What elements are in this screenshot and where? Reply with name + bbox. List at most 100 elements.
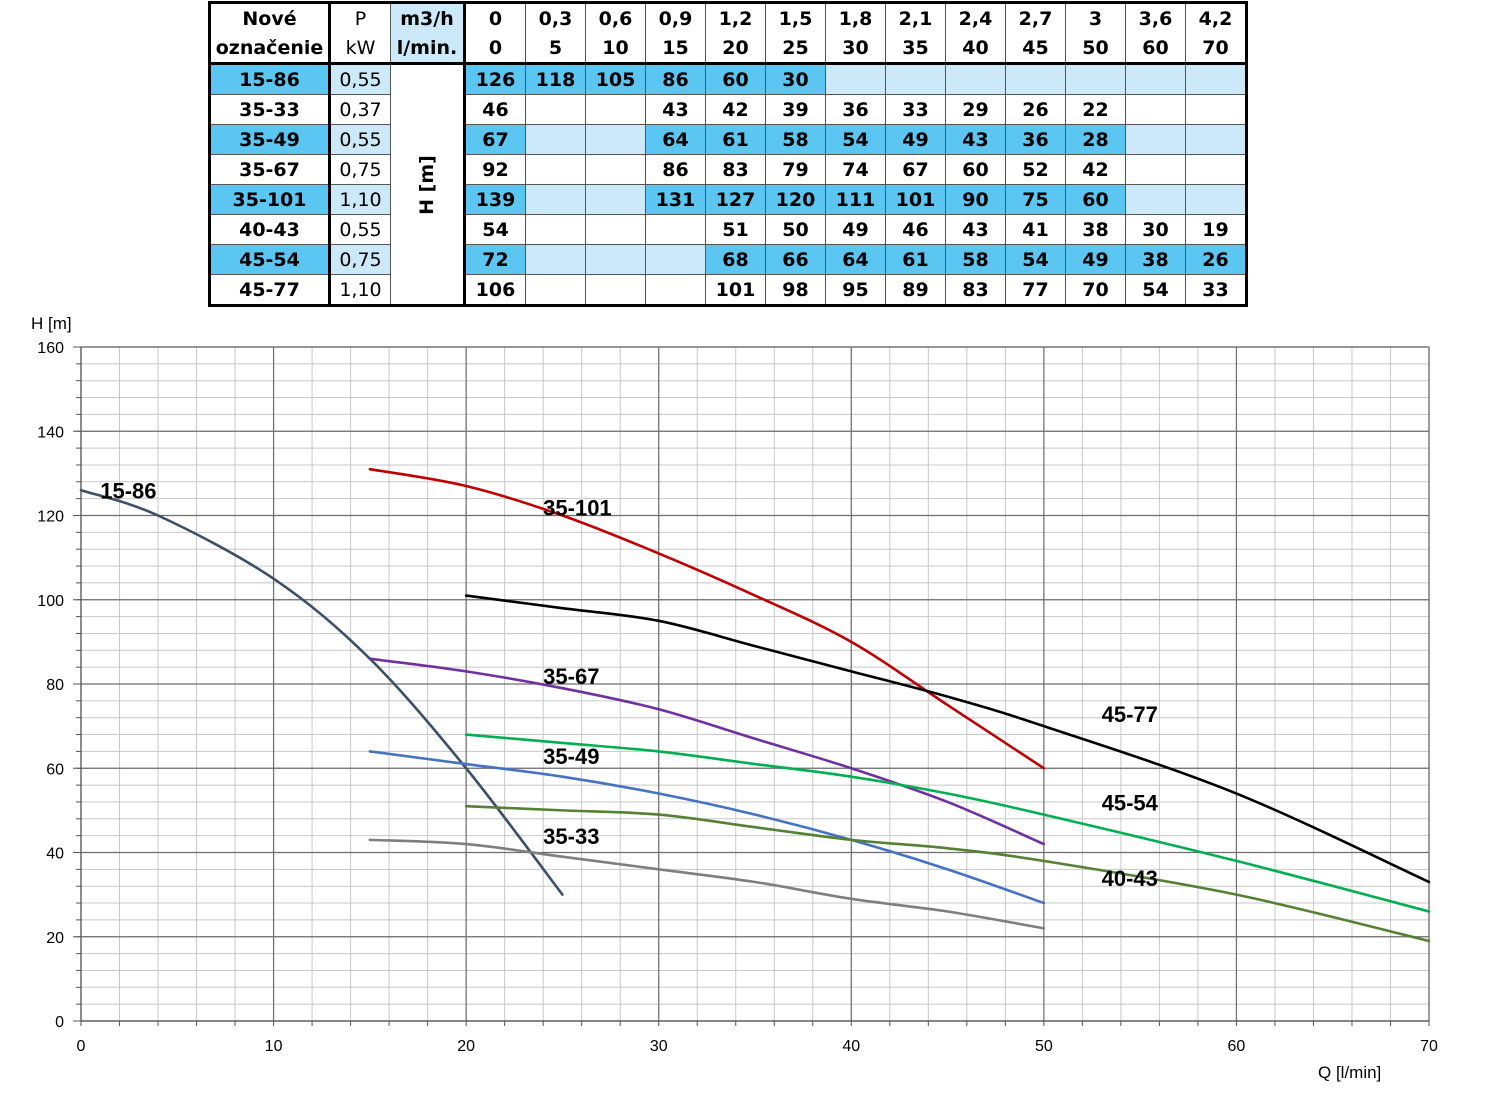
header-unit: m3/h [390,2,466,33]
head-value-cell [945,63,1006,95]
head-value-cell: 127 [705,184,766,215]
head-value-cell [585,274,646,306]
header-flow-cell: 15 [645,33,706,65]
head-value-cell [525,274,586,306]
head-value-cell: 33 [1185,274,1247,306]
head-value-cell: 64 [645,124,706,155]
head-value-cell: 139 [464,184,526,215]
series-line-35-101 [368,467,1046,770]
power-cell: 0,55 [329,124,391,155]
power-cell: 0,55 [329,63,391,95]
series-label-35-49: 35-49 [543,744,599,769]
series-label-45-54: 45-54 [1102,790,1159,815]
head-value-cell: 120 [765,184,826,215]
head-value-cell: 54 [1005,244,1066,275]
table-header-row: označenie kW l/min. 0 5 10 15 20 25 30 35 40 45 50 60 7… [209,33,1247,65]
model-cell: 15-86 [209,63,331,95]
header-flow-cell: 20 [705,33,766,65]
model-cell: 35-101 [209,184,331,215]
head-value-cell: 67 [464,124,526,155]
y-tick-label: 0 [55,1014,64,1031]
head-value-cell: 58 [945,244,1006,275]
table-row: 35-67 0,75 92 86 83 79 74 67 60 52 42 [209,154,1247,185]
x-tick-label: 30 [650,1038,668,1055]
head-value-cell: 60 [945,154,1006,185]
x-axis-label: Q [l/min] [1318,1063,1381,1082]
head-value-cell [585,154,646,185]
header-flow-cell: 70 [1185,33,1247,65]
x-tick-label: 70 [1420,1038,1438,1055]
series-labels: 15-86 35-101 35-67 35-49 35-33 45-77 45-54 40-4… [100,479,1158,892]
head-value-cell [585,214,646,245]
h-unit-cell: H [m] [390,63,466,306]
series-label-40-43: 40-43 [1102,866,1158,891]
head-value-cell: 33 [885,94,946,125]
header-flow-cell: 45 [1005,33,1066,65]
head-value-cell: 86 [645,63,706,95]
header-model: označenie [209,33,331,65]
head-value-cell: 77 [1005,274,1066,306]
header-flow-cell: 0,6 [585,2,646,33]
head-value-cell [585,184,646,215]
series-line-45-77 [464,594,1431,884]
head-value-cell [1125,63,1186,95]
table-row: 45-54 0,75 72 68 66 64 61 58 54 49 38 26 [209,244,1247,275]
head-value-cell: 39 [765,94,826,125]
table-row: 40-43 0,55 54 51 50 49 46 43 41 38 30 19 [209,214,1247,245]
head-value-cell [525,124,586,155]
x-tick-label: 60 [1228,1038,1246,1055]
header-flow-cell: 0 [464,33,526,65]
series-label-35-67: 35-67 [543,664,599,689]
header-flow-cell: 4,2 [1185,2,1247,33]
head-value-cell: 61 [705,124,766,155]
head-value-cell: 43 [945,124,1006,155]
head-value-cell: 22 [1065,94,1126,125]
head-value-cell [525,214,586,245]
x-tick-label: 0 [77,1038,86,1055]
head-value-cell: 105 [585,63,646,95]
axes [73,346,1430,1026]
head-value-cell: 36 [1005,124,1066,155]
header-flow-cell: 2,4 [945,2,1006,33]
head-value-cell: 89 [885,274,946,306]
head-value-cell: 42 [705,94,766,125]
head-value-cell: 98 [765,274,826,306]
head-value-cell: 52 [1005,154,1066,185]
head-value-cell: 54 [825,124,886,155]
head-value-cell: 51 [705,214,766,245]
power-cell: 0,37 [329,94,391,125]
head-value-cell: 60 [705,63,766,95]
head-value-cell [585,94,646,125]
y-tick-label: 160 [37,340,64,357]
x-tick-label: 40 [842,1038,860,1055]
header-flow-cell: 1,8 [825,2,886,33]
y-tick-label: 120 [37,509,64,526]
series-line-45-54 [464,733,1431,913]
head-value-cell: 111 [825,184,886,215]
head-value-cell [1125,124,1186,155]
power-cell: 1,10 [329,184,391,215]
head-value-cell: 19 [1185,214,1247,245]
power-cell: 1,10 [329,274,391,306]
head-value-cell: 26 [1185,244,1247,275]
y-tick-label: 20 [46,930,64,947]
head-value-cell: 30 [765,63,826,95]
header-flow-cell: 60 [1125,33,1186,65]
head-value-cell [645,244,706,275]
head-value-cell: 72 [464,244,526,275]
table-row: 45-77 1,10 106 101 98 95 89 83 77 70 54 33 [209,274,1247,306]
head-value-cell: 90 [945,184,1006,215]
head-value-cell: 46 [885,214,946,245]
head-value-cell [585,124,646,155]
x-tick-label: 20 [457,1038,475,1055]
head-value-cell: 86 [645,154,706,185]
series-lines [79,467,1431,943]
series-label-45-77: 45-77 [1102,702,1158,727]
series-line-15-86 [79,488,564,896]
head-value-cell [825,63,886,95]
head-value-cell [585,244,646,275]
header-flow-cell: 2,7 [1005,2,1066,33]
head-value-cell [885,63,946,95]
